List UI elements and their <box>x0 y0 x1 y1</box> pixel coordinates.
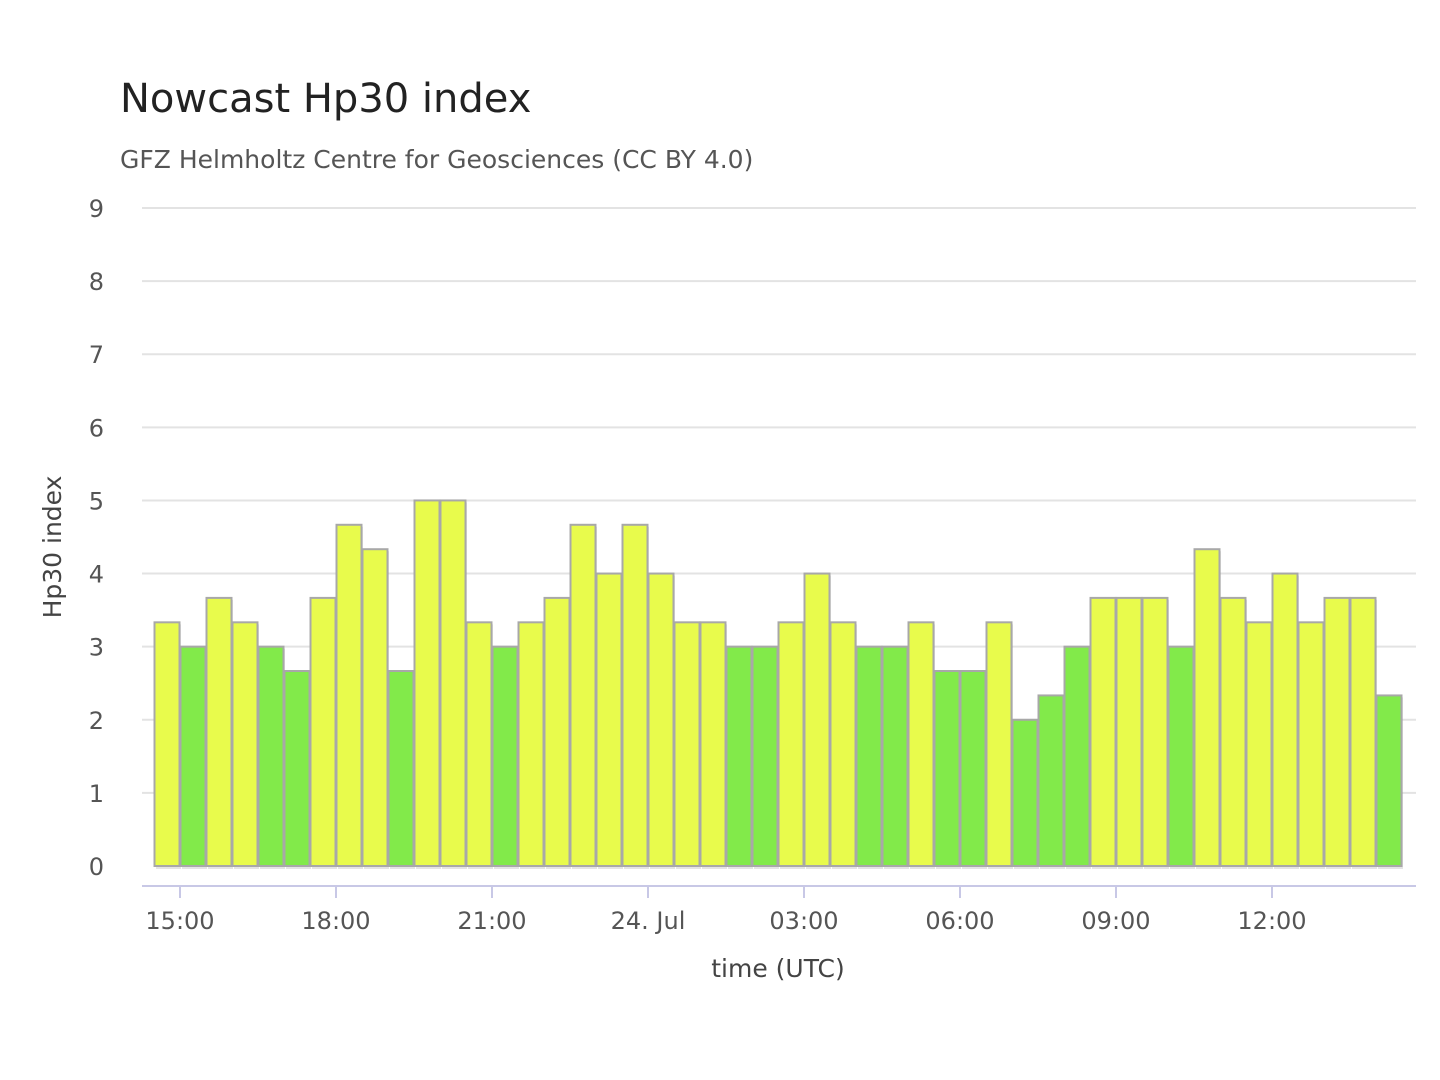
y-tick-label: 5 <box>89 487 104 515</box>
bar <box>153 621 181 868</box>
bar <box>517 621 545 868</box>
x-tick-label: 21:00 <box>457 907 526 935</box>
bar <box>985 621 1013 868</box>
bar <box>1063 645 1091 868</box>
bar <box>621 523 649 868</box>
y-tick-label: 8 <box>89 268 104 296</box>
bar <box>439 499 467 867</box>
bar <box>933 670 961 868</box>
bar <box>959 670 987 868</box>
y-tick-label: 9 <box>89 195 104 223</box>
bar <box>803 572 831 867</box>
y-tick-label: 1 <box>89 780 104 808</box>
bar <box>829 621 857 868</box>
x-tick-label: 15:00 <box>145 907 214 935</box>
bar <box>387 670 415 868</box>
bar <box>1245 621 1273 868</box>
bar <box>1193 548 1221 867</box>
bar <box>1323 596 1351 867</box>
bar <box>881 645 909 868</box>
bar <box>1375 694 1403 867</box>
bar <box>309 596 337 867</box>
bar <box>1297 621 1325 868</box>
bar <box>751 645 779 868</box>
y-axis-title: Hp30 index <box>38 476 67 619</box>
bar <box>413 499 441 867</box>
x-tick-label: 24. Jul <box>611 907 686 935</box>
y-axis-ticks: 0 1 2 3 4 5 6 7 8 9 <box>89 195 104 881</box>
x-axis: 15:00 18:00 21:00 24. Jul 03:00 06:00 09:00 12:… <box>142 885 1416 935</box>
y-tick-label: 7 <box>89 341 104 369</box>
bar <box>361 548 389 867</box>
bar <box>699 621 727 868</box>
bar <box>1089 596 1117 867</box>
y-tick-label: 3 <box>89 634 104 662</box>
bar <box>1037 694 1065 867</box>
bar <box>1271 572 1299 867</box>
bar <box>205 596 233 867</box>
bar <box>647 572 675 867</box>
bar <box>1219 596 1247 867</box>
bar <box>595 572 623 867</box>
bar <box>1167 645 1195 868</box>
y-tick-label: 4 <box>89 561 104 589</box>
bar <box>855 645 883 868</box>
x-tick-label: 09:00 <box>1081 907 1150 935</box>
bar <box>777 621 805 868</box>
x-axis-title: time (UTC) <box>711 954 845 983</box>
bar <box>283 670 311 868</box>
x-tick-label: 18:00 <box>301 907 370 935</box>
x-tick-label: 06:00 <box>925 907 994 935</box>
x-tick-label: 03:00 <box>769 907 838 935</box>
bar <box>465 621 493 868</box>
bar <box>543 596 571 867</box>
bar <box>673 621 701 868</box>
bar <box>569 523 597 868</box>
chart-title: Nowcast Hp30 index <box>120 76 532 122</box>
y-tick-label: 6 <box>89 414 104 442</box>
bar <box>491 645 519 868</box>
bars <box>153 499 1403 869</box>
bar <box>257 645 285 868</box>
bar <box>335 523 363 868</box>
bar <box>725 645 753 868</box>
bar <box>1141 596 1169 867</box>
bar <box>179 645 207 868</box>
chart-subtitle: GFZ Helmholtz Centre for Geosciences (CC… <box>120 145 754 174</box>
bar <box>1115 596 1143 867</box>
y-tick-label: 0 <box>89 853 104 881</box>
bar <box>231 621 259 868</box>
bar <box>1349 596 1377 867</box>
bar <box>1011 718 1039 867</box>
y-tick-label: 2 <box>89 707 104 735</box>
bar <box>907 621 935 868</box>
x-tick-label: 12:00 <box>1237 907 1306 935</box>
